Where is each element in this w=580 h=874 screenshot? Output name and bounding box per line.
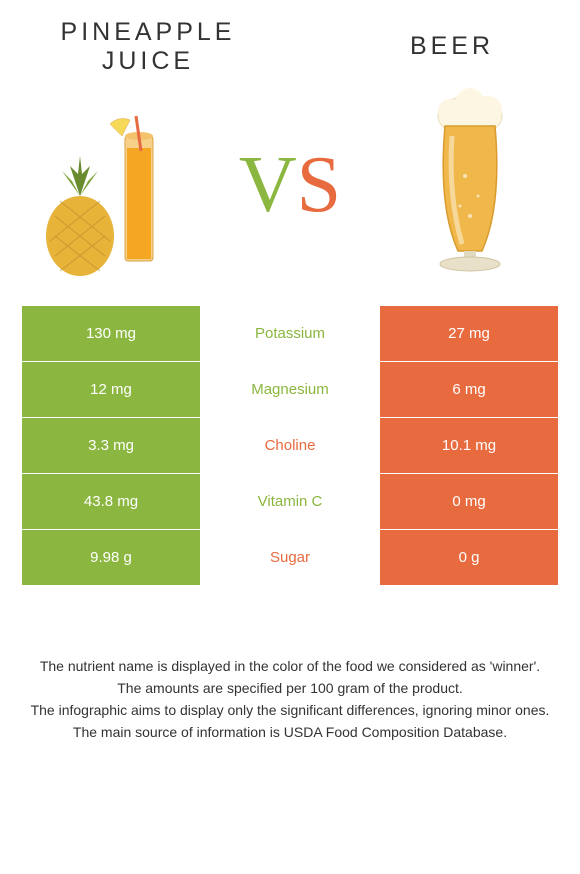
vs-v: V [239, 141, 297, 229]
right-value: 0 g [380, 530, 558, 585]
left-value: 9.98 g [22, 530, 200, 585]
nutrient-label: Magnesium [200, 362, 380, 417]
nutrient-label: Potassium [200, 306, 380, 361]
left-value: 12 mg [22, 362, 200, 417]
table-row: 130 mg Potassium 27 mg [22, 306, 558, 361]
left-value: 130 mg [22, 306, 200, 361]
comparison-table: 130 mg Potassium 27 mg 12 mg Magnesium 6… [22, 306, 558, 585]
right-value: 10.1 mg [380, 418, 558, 473]
footer-notes: The nutrient name is displayed in the co… [0, 586, 580, 743]
table-row: 9.98 g Sugar 0 g [22, 530, 558, 585]
footer-line: The nutrient name is displayed in the co… [14, 656, 566, 677]
vs-s: S [297, 141, 342, 229]
beer-image [390, 96, 550, 276]
footer-line: The amounts are specified per 100 gram o… [14, 678, 566, 699]
nutrient-label: Choline [200, 418, 380, 473]
right-value: 6 mg [380, 362, 558, 417]
header: PINEAPPLE JUICE BEER [0, 0, 580, 76]
right-value: 0 mg [380, 474, 558, 529]
footer-line: The main source of information is USDA F… [14, 722, 566, 743]
right-food-title: BEER [372, 18, 532, 61]
images-row: VS [0, 76, 580, 306]
left-value: 43.8 mg [22, 474, 200, 529]
nutrient-label: Sugar [200, 530, 380, 585]
pineapple-juice-image [30, 96, 190, 276]
left-value: 3.3 mg [22, 418, 200, 473]
table-row: 43.8 mg Vitamin C 0 mg [22, 474, 558, 529]
left-food-title: PINEAPPLE JUICE [48, 18, 248, 76]
right-value: 27 mg [380, 306, 558, 361]
table-row: 12 mg Magnesium 6 mg [22, 362, 558, 417]
table-row: 3.3 mg Choline 10.1 mg [22, 418, 558, 473]
nutrient-label: Vitamin C [200, 474, 380, 529]
footer-line: The infographic aims to display only the… [14, 700, 566, 721]
vs-label: VS [239, 140, 341, 231]
